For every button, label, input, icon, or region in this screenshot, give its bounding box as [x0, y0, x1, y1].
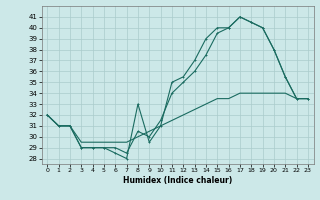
- X-axis label: Humidex (Indice chaleur): Humidex (Indice chaleur): [123, 176, 232, 185]
